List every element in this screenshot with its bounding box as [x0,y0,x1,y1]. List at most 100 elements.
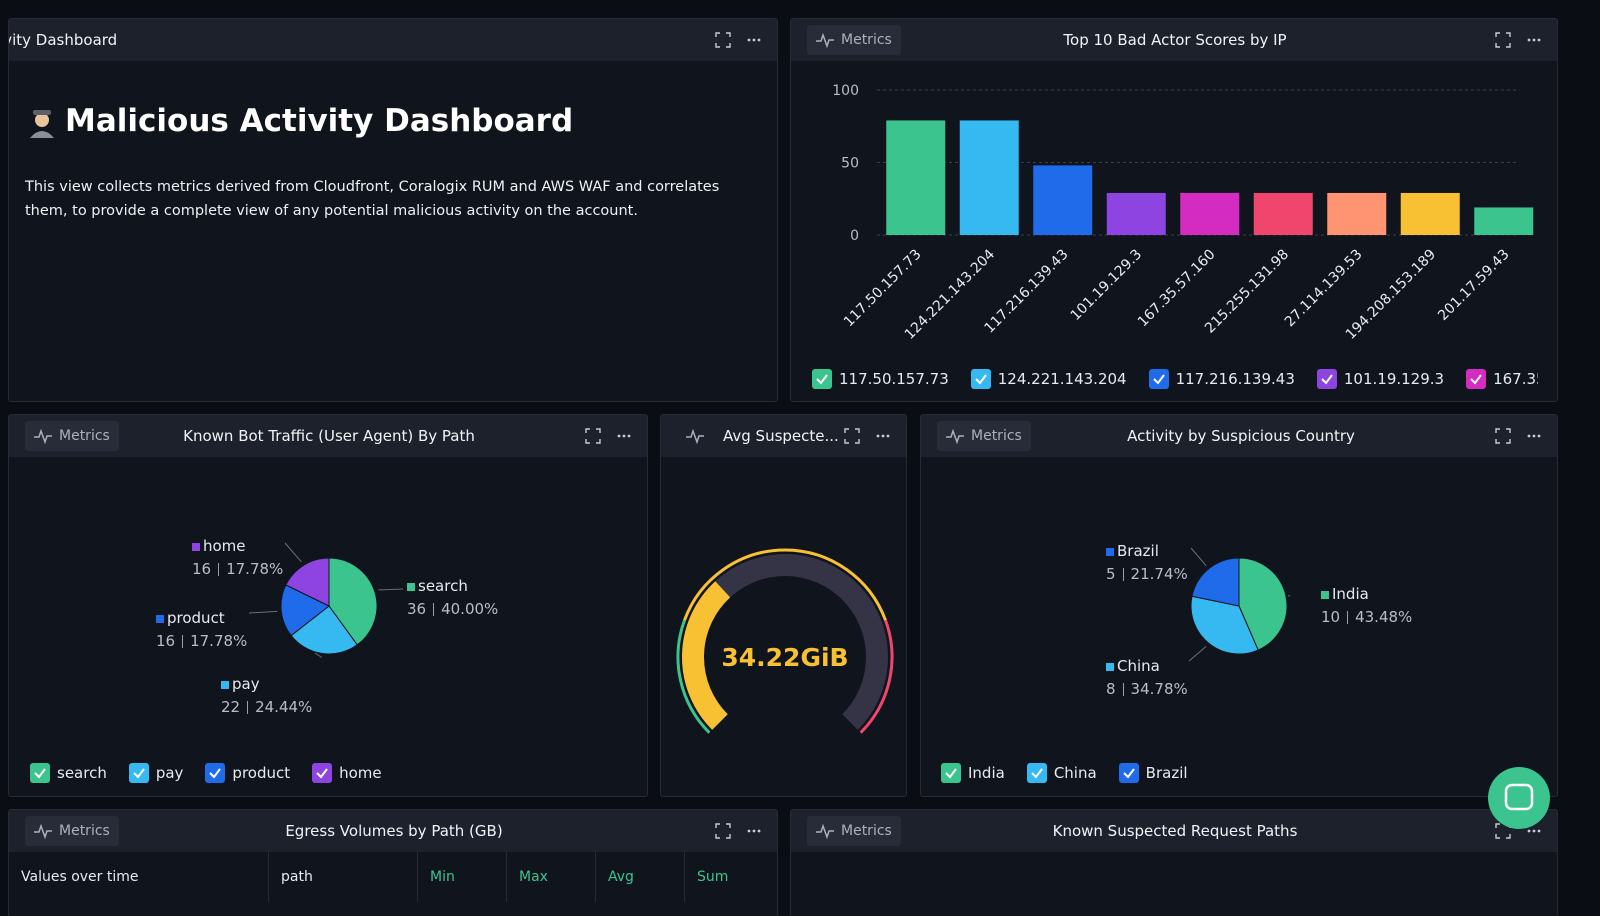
legend-checkbox[interactable] [970,369,991,389]
slice-swatch [221,680,229,689]
legend-checkbox[interactable] [1148,369,1169,389]
legend-label: Brazil [1145,764,1188,782]
panel: Metrics Known Suspected Request Paths [790,809,1558,916]
legend-item[interactable]: Brazil [1118,763,1188,783]
slice-name: product [156,607,247,630]
checkbox-box [1026,763,1047,783]
legend-checkbox[interactable] [941,763,961,783]
pie-slice [285,557,330,607]
menu-dot[interactable] [881,434,885,438]
panel-title: Activity by Suspicious Country [1127,427,1355,445]
legend-label: pay [155,764,184,782]
legend-checkbox[interactable] [30,763,50,783]
column-header[interactable]: Min [418,852,507,902]
menu-dot[interactable] [752,38,756,42]
checkbox-tick [1031,768,1043,779]
checkbox-box [1316,369,1337,389]
slice-swatch [1106,662,1114,671]
icon-line [34,428,52,444]
legend-item[interactable]: 101.19.129.3 [1316,369,1445,389]
legend-item[interactable]: 117.216.139.43 [1148,369,1295,389]
legend-item[interactable]: 117.50.157.73 [812,369,949,389]
menu-dot[interactable] [1537,38,1541,42]
menu-dot[interactable] [1532,38,1536,42]
legend-checkbox[interactable] [205,763,226,783]
menu-dot[interactable] [617,434,621,438]
expand-button[interactable] [1495,32,1511,48]
legend-checkbox[interactable] [128,763,149,783]
slice-name: pay [221,673,312,696]
chat-button[interactable] [1488,767,1550,829]
slice-value: 16 [192,560,212,578]
icon-head [35,113,49,127]
panel-header: Metrics Known Bot Traffic (User Agent) By… [9,415,647,457]
panel-header: Metrics Activity by Suspicious Country [921,415,1557,457]
menu-dot[interactable] [752,829,756,833]
legend-item[interactable]: 167.35.57.160 [1466,369,1538,389]
expand-button[interactable] [585,428,601,444]
checkbox-tick [316,768,328,779]
legend-checkbox[interactable] [1118,763,1139,783]
expand-button[interactable] [715,823,731,839]
menu-dot[interactable] [886,434,890,438]
menu-dot[interactable] [1527,829,1531,833]
legend-item[interactable]: search [30,763,107,783]
legend-item[interactable]: 124.221.143.204 [970,369,1127,389]
legend: search pay product home [30,763,382,783]
column-header[interactable]: Values over time [9,852,269,902]
menu-dot[interactable] [1532,829,1536,833]
menu-dot[interactable] [1527,38,1531,42]
column-header[interactable]: Avg [596,852,685,902]
y-tick-label: 50 [841,156,859,172]
menu-dot[interactable] [1537,829,1541,833]
legend-checkbox[interactable] [312,763,333,783]
pie-slice [280,584,330,637]
legend-checkbox[interactable] [1466,369,1487,389]
leader-line [284,542,302,563]
slice-name: China [1106,655,1188,678]
menu-dot[interactable] [627,434,631,438]
icon-body [30,131,54,138]
legend-item[interactable]: pay [128,763,184,783]
pie-slice [1190,595,1259,655]
menu-dot[interactable] [1532,434,1536,438]
menu-dot[interactable] [757,829,761,833]
slice-value: 10 [1321,608,1341,626]
legend-item[interactable]: home [312,763,382,783]
menu-dot[interactable] [1527,434,1531,438]
checkbox-box [941,763,961,783]
legend-label: China [1053,764,1097,782]
menu-dot[interactable] [1537,434,1541,438]
menu-dot[interactable] [747,38,751,42]
legend-checkbox[interactable] [812,369,832,389]
legend-item[interactable]: India [941,763,1005,783]
menu-dot[interactable] [876,434,880,438]
legend-checkbox[interactable] [1316,369,1337,389]
legend-item[interactable]: China [1026,763,1097,783]
column-header[interactable]: Sum [685,852,777,902]
slice-values: 22 24.44% [221,696,312,719]
menu-dot[interactable] [757,38,761,42]
panel-header: Malicious Activity Dashboard [9,19,777,61]
dashboard-description: This view collects metrics derived from … [25,179,720,219]
tag-text: Metrics [841,32,892,48]
expand-button[interactable] [1495,428,1511,444]
menu-dot[interactable] [622,434,626,438]
legend-item[interactable]: product [205,763,290,783]
legend-checkbox[interactable] [1026,763,1047,783]
separator [433,603,435,616]
menu-dot[interactable] [747,829,751,833]
checkbox-tick [133,768,145,779]
expand-button[interactable] [844,428,860,444]
slice-percent: 17.78% [190,632,248,650]
column-header[interactable]: path [269,852,418,902]
column-header[interactable]: Max [507,852,596,902]
slice-swatch [192,542,200,551]
slice-percent: 21.74% [1130,565,1188,583]
checkbox-box [812,369,832,389]
legend-label: 101.19.129.3 [1343,370,1445,388]
gauge-rim-mid [683,548,887,621]
expand-button[interactable] [715,32,731,48]
checkbox-box [205,763,226,783]
